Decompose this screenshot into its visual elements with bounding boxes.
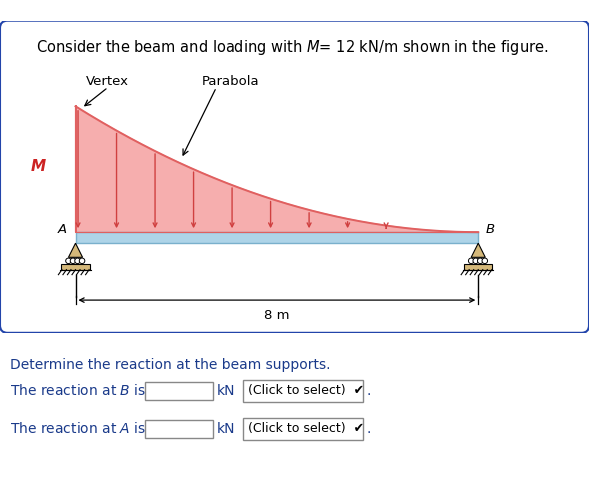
Bar <box>464 264 492 270</box>
Circle shape <box>478 258 483 264</box>
Circle shape <box>70 258 76 264</box>
Text: (Click to select)  ✔: (Click to select) ✔ <box>248 384 364 397</box>
Circle shape <box>75 258 80 264</box>
Bar <box>145 420 213 438</box>
Circle shape <box>66 258 71 264</box>
Text: The reaction at $A$ is: The reaction at $A$ is <box>10 421 146 436</box>
Text: A: A <box>57 222 67 236</box>
Text: Determine the reaction at the beam supports.: Determine the reaction at the beam suppo… <box>10 358 330 372</box>
Polygon shape <box>75 232 478 243</box>
Text: .: . <box>367 384 372 398</box>
Polygon shape <box>68 243 82 257</box>
Circle shape <box>80 258 85 264</box>
Circle shape <box>473 258 478 264</box>
Text: kN: kN <box>217 422 236 436</box>
Text: (Click to select)  ✔: (Click to select) ✔ <box>248 422 364 436</box>
Text: kN: kN <box>217 384 236 398</box>
Text: The reaction at $B$ is: The reaction at $B$ is <box>10 383 146 398</box>
Polygon shape <box>75 106 478 232</box>
Bar <box>243 380 363 402</box>
Text: Vertex: Vertex <box>85 75 128 87</box>
Circle shape <box>482 258 488 264</box>
Text: Parabola: Parabola <box>201 75 259 87</box>
Bar <box>61 264 90 270</box>
Text: M: M <box>30 159 45 174</box>
Text: Consider the beam and loading with $M$= 12 kN/m shown in the figure.: Consider the beam and loading with $M$= … <box>36 38 548 57</box>
Bar <box>145 382 213 400</box>
Polygon shape <box>471 243 485 257</box>
Text: 8 m: 8 m <box>264 309 290 322</box>
Text: B: B <box>486 222 495 236</box>
Bar <box>243 418 363 440</box>
Text: .: . <box>367 422 372 436</box>
Circle shape <box>468 258 474 264</box>
